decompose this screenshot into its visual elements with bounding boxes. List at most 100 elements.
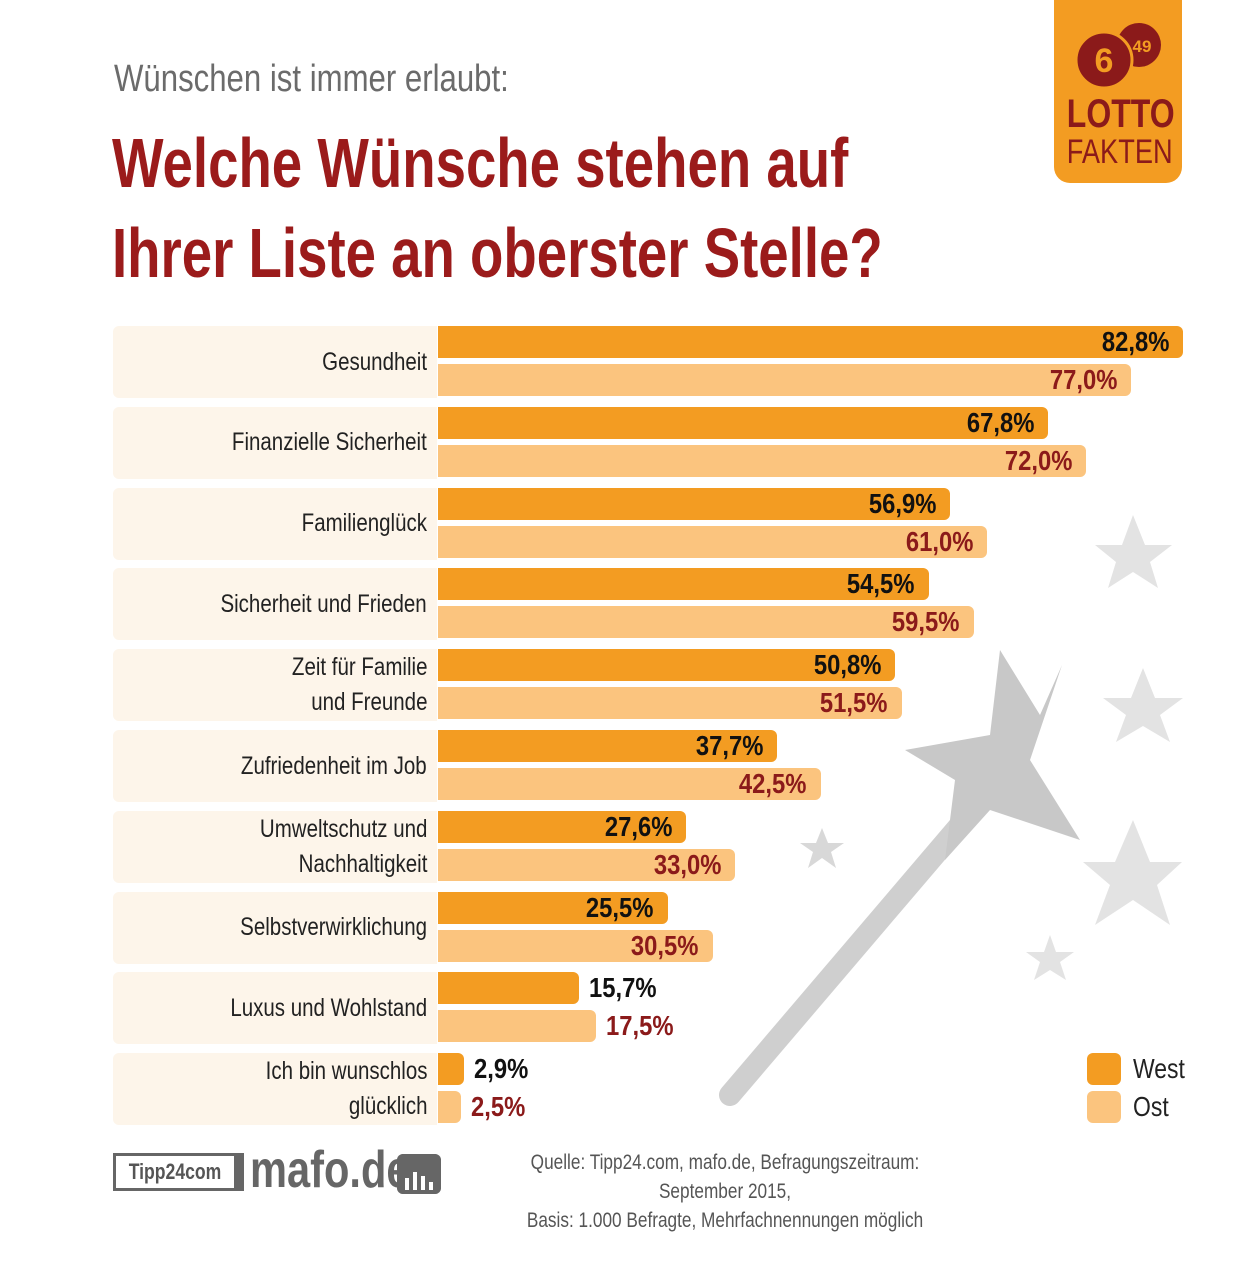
category-label: Finanzielle Sicherheit [232, 428, 428, 457]
lotto-balls-icon: 6 49 [1074, 23, 1161, 90]
category-label: Umweltschutz und Nachhaltigkeit [259, 814, 428, 878]
bar-west [438, 406, 1049, 439]
mafo-chart-icon [397, 1154, 441, 1194]
chart-row: Zufriedenheit im Job 37,7% 42,5% [113, 730, 1213, 802]
mafo-logo: mafo.de [250, 1141, 410, 1199]
title-line-1: Welche Wünsche stehen auf [112, 124, 849, 202]
category-label: Gesundheit [322, 347, 428, 376]
category-label: Zufriedenheit im Job [241, 751, 428, 780]
bar-ost [438, 606, 974, 639]
star-icon [800, 828, 844, 868]
bar-west [438, 568, 929, 601]
bar-ost [438, 525, 987, 558]
data-label-ost: 51,5% [820, 687, 888, 719]
category-label-box: Finanzielle Sicherheit [113, 406, 437, 479]
bar-ost [438, 364, 1131, 396]
tipp24-logo-text: Tipp24com [128, 1159, 222, 1184]
category-label: Familienglück [301, 509, 428, 538]
category-label: Zeit für Familie und Freunde [291, 653, 428, 717]
data-label-ost: 59,5% [892, 606, 960, 638]
bar-west [438, 326, 1184, 358]
bar-west [438, 1053, 465, 1086]
category-label-box: Gesundheit [113, 326, 437, 398]
bar-west [438, 810, 687, 843]
bar-ost [438, 444, 1086, 477]
data-label-ost: 33,0% [653, 848, 721, 880]
chart-row: Sicherheit und Frieden 54,5% 59,5% [113, 568, 1213, 641]
chart-row: Finanzielle Sicherheit 67,8% 72,0% [113, 406, 1213, 479]
star-icon [1083, 820, 1182, 925]
lotto-fakten-logo: 6 49 LOTTO FAKTEN [1054, 0, 1182, 183]
star-icon [1103, 668, 1183, 742]
source-note: Quelle: Tipp24.com, mafo.de, Befragungsz… [491, 1148, 958, 1235]
category-label-box: Familienglück [113, 487, 437, 560]
chart-row: Ich bin wunschlos glücklich 2,9% 2,5% [113, 1053, 1213, 1126]
data-label-west: 82,8% [1101, 326, 1170, 357]
logo-text-lotto: LOTTO [1066, 92, 1175, 136]
data-label-west: 2,9% [474, 1053, 529, 1085]
source-line-2: Basis: 1.000 Befragte, Mehrfachnennungen… [526, 1209, 924, 1232]
category-label-box: Zufriedenheit im Job [113, 730, 437, 802]
data-label-west: 27,6% [604, 810, 673, 842]
chart-row: Umweltschutz und Nachhaltigkeit 27,6% 33,0… [113, 810, 1213, 883]
data-label-ost: 61,0% [905, 525, 973, 557]
category-label-box: Zeit für Familie und Freunde [113, 649, 437, 722]
chart-row: Luxus und Wohlstand 15,7% 17,5% [113, 972, 1213, 1045]
bar-ost [438, 1010, 596, 1043]
bar-ost [438, 1091, 461, 1124]
category-label-box: Selbstverwirklichung [113, 891, 437, 964]
legend-label-west: West [1133, 1053, 1185, 1084]
category-label: Luxus und Wohlstand [230, 993, 428, 1022]
data-label-west: 56,9% [868, 487, 937, 519]
data-label-ost: 77,0% [1049, 364, 1117, 395]
data-label-ost: 17,5% [605, 1010, 673, 1042]
chart-row: Zeit für Familie und Freunde 50,8% 51,5% [113, 649, 1213, 722]
category-label: Selbstverwirklichung [240, 913, 428, 942]
data-label-ost: 42,5% [739, 768, 807, 799]
data-label-west: 50,8% [813, 649, 882, 681]
source-line-1: Quelle: Tipp24.com, mafo.de, Befragungsz… [530, 1151, 920, 1203]
tipp24-logo: Tipp24com [113, 1153, 237, 1191]
data-label-west: 67,8% [966, 406, 1035, 438]
data-label-west: 54,5% [847, 568, 915, 600]
svg-text:6: 6 [1095, 42, 1114, 80]
category-label-box: Ich bin wunschlos glücklich [113, 1053, 437, 1126]
bar-ost [438, 768, 821, 800]
legend-label-ost: Ost [1133, 1091, 1169, 1122]
bar-ost [438, 929, 713, 962]
wand-icon [719, 779, 1001, 1106]
data-label-ost: 72,0% [1004, 444, 1072, 476]
bar-ost [438, 687, 902, 720]
chart-row: Selbstverwirklichung 25,5% 30,5% [113, 891, 1213, 964]
bar-west [438, 891, 668, 924]
category-label: Sicherheit und Frieden [220, 589, 428, 618]
bar-west [438, 972, 580, 1005]
data-label-ost: 30,5% [631, 929, 699, 961]
tipp24-logo-bar [237, 1153, 244, 1191]
category-label-box: Umweltschutz und Nachhaltigkeit [113, 810, 437, 883]
chart-title: Welche Wünsche stehen auf Ihrer Liste an… [112, 118, 883, 298]
bar-ost [438, 848, 735, 881]
category-label-box: Luxus und Wohlstand [113, 972, 437, 1045]
bar-west [438, 730, 778, 762]
logo-text-fakten: FAKTEN [1066, 133, 1173, 171]
data-label-west: 15,7% [589, 972, 657, 1004]
star-icon [1026, 935, 1074, 980]
legend-swatch-west [1087, 1053, 1121, 1085]
chart-row: Gesundheit 82,8% 77,0% [113, 326, 1213, 398]
title-line-2: Ihrer Liste an oberster Stelle? [112, 214, 883, 292]
chart-subtitle: Wünschen ist immer erlaubt: [114, 58, 509, 100]
star-icon [1095, 515, 1172, 588]
star-icon [905, 650, 1080, 860]
legend-swatch-ost [1087, 1091, 1121, 1123]
bar-west [438, 649, 896, 682]
bar-west [438, 487, 951, 520]
data-label-ost: 2,5% [470, 1091, 525, 1123]
svg-text:49: 49 [1133, 37, 1152, 56]
data-label-west: 37,7% [695, 730, 764, 761]
category-label-box: Sicherheit und Frieden [113, 568, 437, 641]
data-label-west: 25,5% [586, 891, 654, 923]
chart-row: Familienglück 56,9% 61,0% [113, 487, 1213, 560]
